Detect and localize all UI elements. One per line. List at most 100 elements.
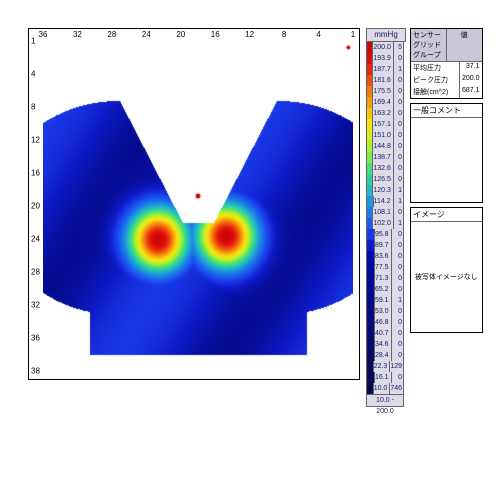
legend-value: 65.2	[375, 284, 391, 295]
legend-count: 0	[393, 75, 403, 86]
legend-value: 77.5	[375, 262, 391, 273]
legend-value: 151.0	[373, 130, 393, 141]
legend-count: 0	[391, 284, 403, 295]
legend-count: 0	[393, 97, 403, 108]
stats-label: 接触(cm^2)	[411, 86, 460, 98]
legend-row: 16.10	[366, 372, 404, 383]
legend-value: 181.6	[373, 75, 393, 86]
legend-count: 0	[393, 141, 403, 152]
stats-row: ピーク圧力200.0	[411, 74, 482, 86]
legend-count: 0	[391, 251, 403, 262]
legend-row: 28.40	[366, 350, 404, 361]
legend-swatch	[367, 361, 374, 372]
legend-value: 28.4	[375, 350, 391, 361]
legend-count: 0	[393, 152, 403, 163]
legend-count: 0	[393, 119, 403, 130]
stats-header-left: センサーグリッドグループ	[411, 29, 447, 61]
legend-count: 746	[389, 383, 403, 394]
legend-swatch	[367, 196, 374, 207]
x-tick: 28	[107, 30, 116, 39]
y-tick: 4	[31, 70, 35, 79]
legend-value: 132.6	[373, 163, 393, 174]
legend-value: 102.0	[373, 218, 393, 229]
pressure-map[interactable]: 363228242016128411481216202428323638	[28, 28, 360, 380]
legend-count: 0	[391, 262, 403, 273]
legend-row: 46.80	[366, 317, 404, 328]
comment-body[interactable]	[411, 118, 482, 202]
legend-value: 120.3	[373, 185, 393, 196]
legend-value: 157.1	[373, 119, 393, 130]
legend-value: 16.1	[375, 372, 391, 383]
legend-count: 0	[391, 240, 403, 251]
legend-value: 40.7	[375, 328, 391, 339]
legend-range: 10.0 - 200.0	[366, 394, 404, 407]
legend-count: 0	[393, 174, 403, 185]
plot-wrapper: 363228242016128411481216202428323638	[18, 18, 360, 482]
legend-swatch	[367, 328, 375, 339]
legend-value: 46.8	[375, 317, 391, 328]
legend-row: 193.90	[366, 53, 404, 64]
legend-title: mmHg	[366, 28, 406, 42]
legend-row: 151.00	[366, 130, 404, 141]
y-tick: 38	[31, 367, 40, 376]
x-tick: 16	[211, 30, 220, 39]
legend-count: 0	[391, 350, 403, 361]
legend-row: 114.21	[366, 196, 404, 207]
legend-value: 200.0	[373, 42, 393, 53]
legend-row: 40.70	[366, 328, 404, 339]
legend-value: 108.1	[373, 207, 393, 218]
y-tick: 12	[31, 136, 40, 145]
legend-swatch	[367, 306, 375, 317]
heatmap-canvas	[43, 41, 353, 371]
legend-swatch	[367, 339, 375, 350]
legend-swatch	[367, 273, 375, 284]
y-tick: 36	[31, 334, 40, 343]
legend-swatch	[367, 284, 375, 295]
y-tick: 16	[31, 169, 40, 178]
legend-value: 144.8	[373, 141, 393, 152]
legend-value: 126.5	[373, 174, 393, 185]
legend-count: 0	[393, 86, 403, 97]
legend-row: 59.11	[366, 295, 404, 306]
legend-count: 0	[393, 130, 403, 141]
legend-row: 83.60	[366, 251, 404, 262]
legend-value: 169.4	[373, 97, 393, 108]
legend-swatch	[367, 262, 375, 273]
y-tick: 20	[31, 202, 40, 211]
legend-row: 132.60	[366, 163, 404, 174]
legend-row: 200.05	[366, 42, 404, 53]
legend-count: 0	[391, 306, 403, 317]
legend-value: 89.7	[375, 240, 391, 251]
x-tick: 8	[282, 30, 286, 39]
x-tick: 32	[73, 30, 82, 39]
legend-value: 187.7	[373, 64, 393, 75]
legend-swatch	[367, 295, 375, 306]
legend-swatch	[367, 240, 375, 251]
image-panel-title: イメージ	[411, 208, 482, 222]
legend-row: 157.10	[366, 119, 404, 130]
legend-row: 169.40	[366, 97, 404, 108]
y-tick: 1	[31, 37, 35, 46]
legend-row: 175.50	[366, 86, 404, 97]
legend-count: 5	[393, 42, 403, 53]
stats-value: 200.0	[460, 74, 482, 86]
legend-count: 0	[391, 229, 403, 240]
legend-value: 114.2	[374, 196, 393, 207]
x-tick: 4	[316, 30, 320, 39]
legend-value: 10.0	[374, 383, 390, 394]
legend-swatch	[367, 229, 375, 240]
x-tick: 12	[245, 30, 254, 39]
stats-panel: センサーグリッドグループ 値 平均圧力37.1ピーク圧力200.0接触(cm^2…	[410, 28, 483, 99]
legend-row: 126.50	[366, 174, 404, 185]
stats-label: 平均圧力	[411, 62, 460, 74]
legend-count: 0	[393, 108, 403, 119]
legend-count: 1	[393, 64, 403, 75]
legend-value: 34.6	[375, 339, 391, 350]
legend-row: 102.01	[366, 218, 404, 229]
legend-row: 95.80	[366, 229, 404, 240]
color-legend: mmHg 200.05193.90187.71181.60175.50169.4…	[366, 28, 404, 482]
legend-value: 59.1	[375, 295, 391, 306]
legend-value: 163.2	[373, 108, 393, 119]
legend-count: 0	[393, 207, 403, 218]
stats-header-right: 値	[447, 29, 482, 61]
